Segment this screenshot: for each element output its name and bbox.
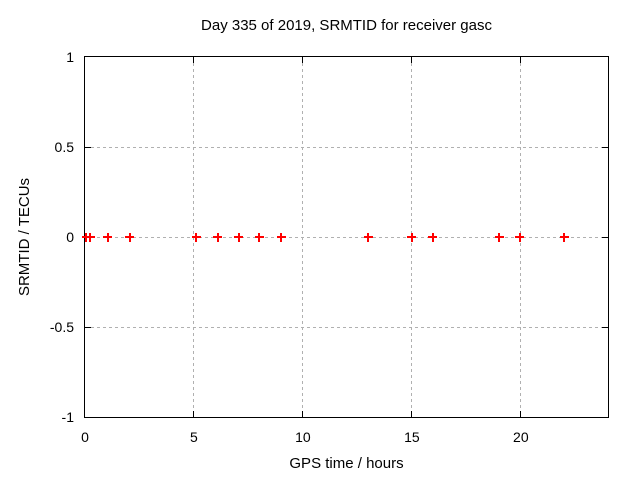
marker-plus-vline	[410, 232, 413, 242]
data-point-marker	[213, 232, 223, 242]
marker-plus-vline	[195, 232, 198, 242]
x-axis-title: GPS time / hours	[289, 455, 404, 472]
data-point-marker	[363, 232, 373, 242]
x-tick-mark-top	[302, 57, 304, 63]
y-tick-label: -1	[61, 409, 74, 425]
x-tick-label: 10	[295, 429, 311, 445]
marker-plus-vline	[128, 232, 131, 242]
data-point-marker	[276, 232, 286, 242]
chart-title: Day 335 of 2019, SRMTID for receiver gas…	[201, 17, 492, 34]
marker-plus-vline	[237, 232, 240, 242]
marker-plus-vline	[367, 232, 370, 242]
data-point-marker	[515, 232, 525, 242]
y-tick-mark-right	[602, 146, 608, 148]
data-point-marker	[428, 232, 438, 242]
y-tick-mark-right	[602, 326, 608, 328]
marker-plus-vline	[258, 232, 261, 242]
grid-line-horizontal	[85, 146, 608, 148]
y-tick-mark-right	[602, 236, 608, 238]
x-tick-label: 15	[404, 429, 420, 445]
grid-line-horizontal	[85, 236, 608, 238]
x-tick-mark-bottom	[193, 411, 195, 417]
data-point-marker	[234, 232, 244, 242]
marker-plus-vline	[563, 232, 566, 242]
x-tick-label: 0	[81, 429, 89, 445]
y-tick-mark-left	[85, 326, 91, 328]
marker-plus-vline	[89, 232, 92, 242]
data-point-marker	[125, 232, 135, 242]
data-point-marker	[191, 232, 201, 242]
x-tick-mark-bottom	[302, 411, 304, 417]
x-tick-label: 5	[190, 429, 198, 445]
grid-line-horizontal	[85, 326, 608, 328]
x-tick-mark-bottom	[520, 411, 522, 417]
data-point-marker	[407, 232, 417, 242]
marker-plus-vline	[216, 232, 219, 242]
marker-plus-vline	[518, 232, 521, 242]
x-tick-mark-top	[411, 57, 413, 63]
marker-plus-vline	[280, 232, 283, 242]
y-tick-label: -0.5	[49, 319, 74, 335]
y-tick-mark-left	[85, 146, 91, 148]
y-tick-label: 0.5	[54, 139, 74, 155]
plot-area	[81, 56, 609, 418]
marker-plus-vline	[431, 232, 434, 242]
y-tick-label: 1	[66, 49, 74, 65]
marker-plus-vline	[106, 232, 109, 242]
x-tick-mark-top	[520, 57, 522, 63]
data-point-marker	[254, 232, 264, 242]
data-point-marker	[494, 232, 504, 242]
data-point-marker	[85, 232, 95, 242]
y-tick-label: 0	[66, 229, 74, 245]
data-point-marker	[103, 232, 113, 242]
data-point-marker	[559, 232, 569, 242]
marker-plus-vline	[498, 232, 501, 242]
x-tick-label: 20	[513, 429, 529, 445]
x-tick-mark-top	[193, 57, 195, 63]
x-tick-mark-bottom	[411, 411, 413, 417]
